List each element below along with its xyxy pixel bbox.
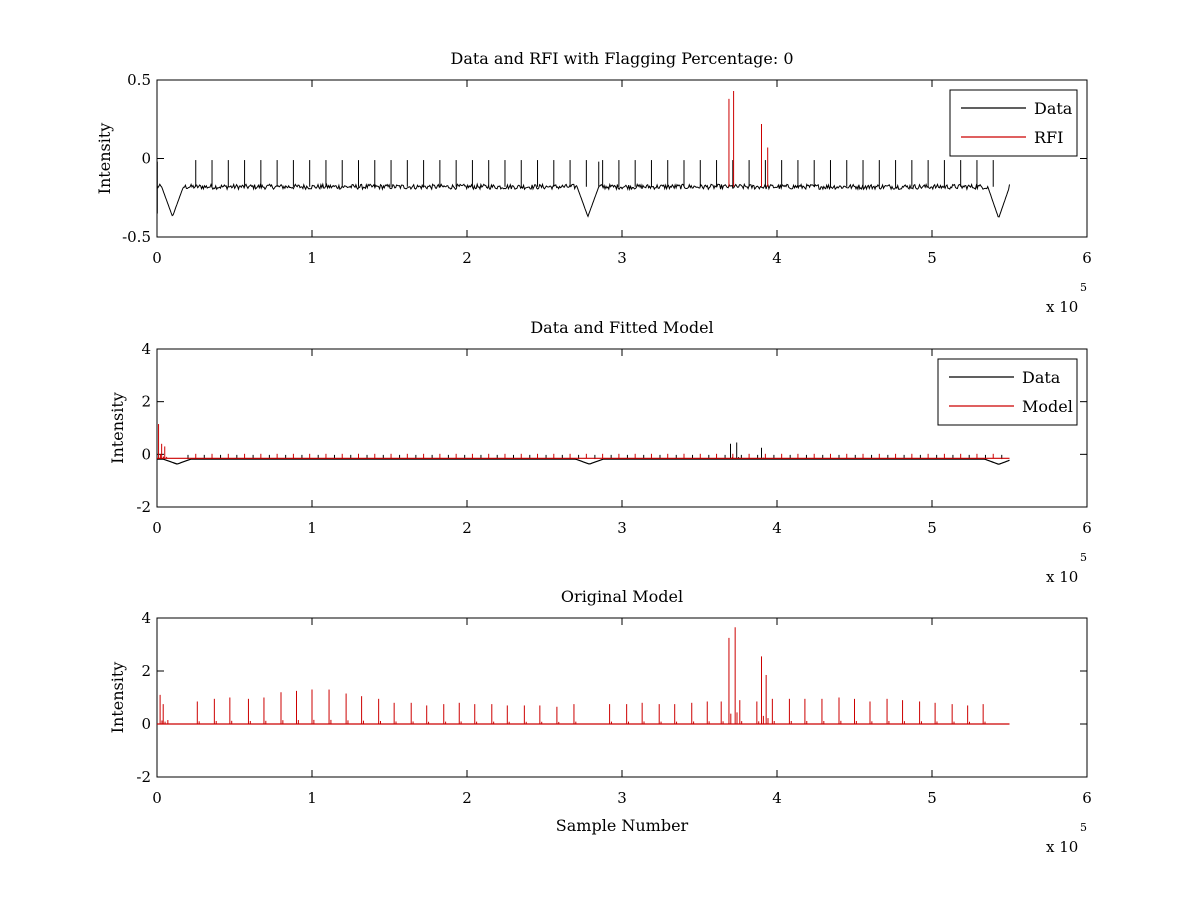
x-exponent-base: x 10 — [1046, 838, 1078, 856]
y-tick-label: -0.5 — [122, 228, 151, 246]
y-axis-label: Intensity — [95, 123, 114, 195]
y-tick-label: 2 — [141, 662, 151, 680]
legend-label: Model — [1022, 397, 1073, 416]
x-exponent-base: x 10 — [1046, 568, 1078, 586]
series-data — [157, 160, 1010, 218]
series-line — [157, 458, 1010, 465]
plot-area — [157, 627, 1010, 725]
x-exponent-base: x 10 — [1046, 298, 1078, 316]
legend-label: Data — [1034, 99, 1073, 118]
legend-box — [949, 89, 1078, 157]
y-axis-label: Intensity — [108, 662, 127, 734]
x-tick-label: 3 — [617, 789, 627, 807]
x-tick-label: 1 — [307, 519, 317, 537]
chart-title: Data and Fitted Model — [530, 318, 713, 337]
plot-area — [157, 90, 1010, 218]
plot-area — [157, 424, 1010, 465]
x-tick-label: 3 — [617, 249, 627, 267]
y-tick-label: 0 — [141, 150, 151, 168]
x-tick-label: 5 — [927, 789, 937, 807]
y-tick-label: -2 — [136, 498, 151, 516]
x-tick-label: 6 — [1082, 519, 1092, 537]
x-tick-label: 0 — [152, 789, 162, 807]
y-tick-label: 0 — [141, 715, 151, 733]
legend-label: RFI — [1034, 128, 1063, 147]
x-tick-label: 4 — [772, 519, 782, 537]
y-tick-label: 2 — [141, 393, 151, 411]
series-model — [157, 424, 1010, 459]
legend: Data Model — [937, 358, 1078, 426]
x-tick-label: 5 — [927, 519, 937, 537]
axes-box — [156, 79, 1088, 238]
x-exponent-power: 5 — [1080, 551, 1087, 564]
y-tick-label: 4 — [141, 340, 151, 358]
chart-title: Data and RFI with Flagging Percentage: 0 — [450, 49, 793, 68]
data-line — [157, 182, 1010, 218]
y-axis-label: Intensity — [108, 392, 127, 464]
subplot-1: Data and RFI with Flagging Percentage: 0… — [95, 49, 1092, 316]
x-axis-label: Sample Number — [556, 816, 689, 835]
y-tick-label: -2 — [136, 768, 151, 786]
chart-title: Original Model — [561, 587, 683, 606]
x-tick-label: 6 — [1082, 249, 1092, 267]
x-tick-label: 4 — [772, 789, 782, 807]
x-tick-label: 0 — [152, 249, 162, 267]
x-tick-label: 0 — [152, 519, 162, 537]
x-tick-label: 2 — [462, 249, 472, 267]
x-tick-label: 2 — [462, 519, 472, 537]
legend-label: Data — [1022, 368, 1061, 387]
x-tick-label: 1 — [307, 789, 317, 807]
x-exponent-power: 5 — [1080, 821, 1087, 834]
x-tick-label: 6 — [1082, 789, 1092, 807]
axes-box — [156, 348, 1088, 508]
x-tick-label: 3 — [617, 519, 627, 537]
series-model — [157, 627, 1010, 725]
x-tick-label: 1 — [307, 249, 317, 267]
y-tick-label: 0.5 — [127, 71, 151, 89]
series-rfi — [728, 90, 769, 187]
x-tick-label: 2 — [462, 789, 472, 807]
x-tick-label: 4 — [772, 249, 782, 267]
y-tick-label: 4 — [141, 609, 151, 627]
x-tick-label: 5 — [927, 249, 937, 267]
x-exponent-power: 5 — [1080, 281, 1087, 294]
legend-box — [937, 358, 1078, 426]
legend: Data RFI — [949, 89, 1078, 157]
y-tick-label: 0 — [141, 445, 151, 463]
